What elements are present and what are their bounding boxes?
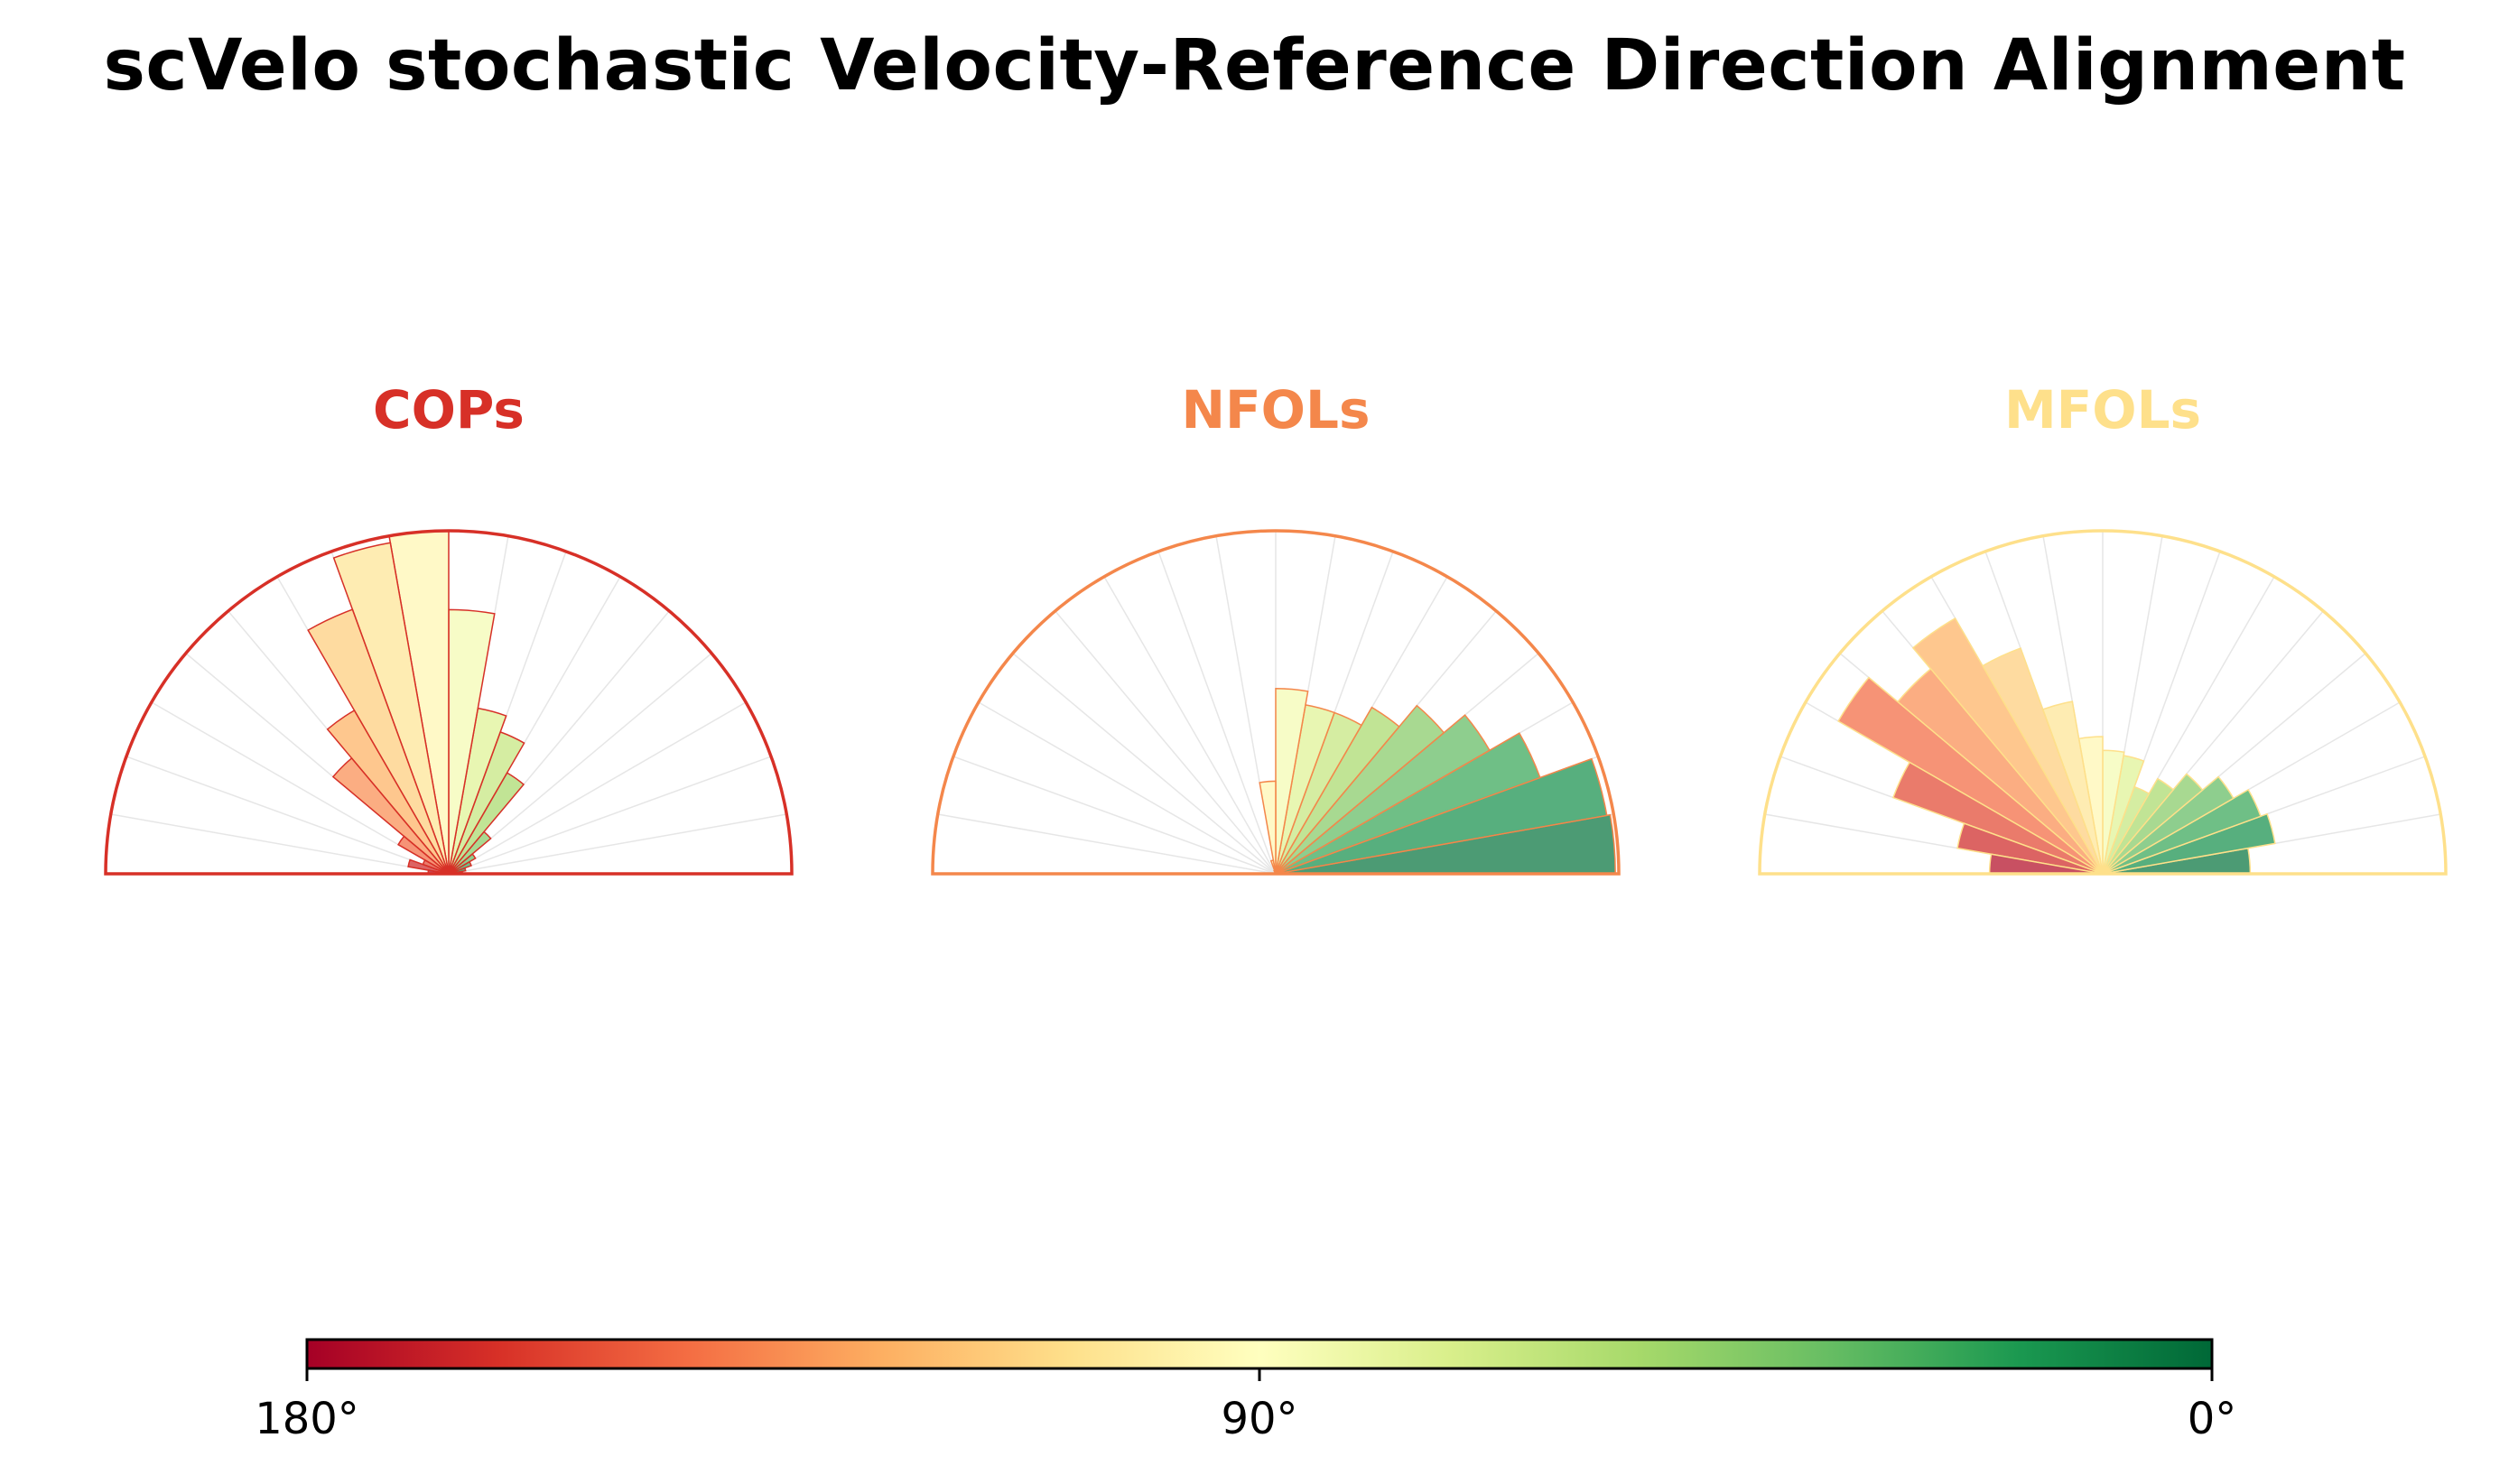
grid-line bbox=[125, 756, 450, 875]
bar-45deg bbox=[2102, 773, 2204, 875]
bar-145deg bbox=[1837, 676, 2104, 875]
bar-35deg bbox=[2102, 775, 2235, 875]
grid-line bbox=[978, 701, 1277, 875]
panel-title-cops: COPs bbox=[373, 379, 525, 441]
grid-line bbox=[1157, 551, 1277, 875]
grid-line bbox=[448, 701, 747, 875]
chart-title: scVelo stochastic Velocity-Reference Dir… bbox=[103, 25, 2406, 107]
bar-45deg bbox=[1275, 704, 1445, 875]
bar-55deg bbox=[1275, 706, 1400, 875]
polar-outline bbox=[931, 529, 1621, 876]
bar-135deg bbox=[331, 756, 450, 875]
colorbar-tick-label-180: 180° bbox=[255, 1394, 359, 1444]
bar-85deg bbox=[1275, 688, 1309, 875]
colorbar-tick-label-0: 0° bbox=[2187, 1394, 2237, 1444]
polar-outline bbox=[104, 529, 794, 876]
bar-55deg bbox=[2102, 777, 2175, 875]
grid-line bbox=[448, 756, 772, 875]
polar-panel-nfols bbox=[931, 529, 1621, 876]
bar-105deg bbox=[332, 542, 450, 875]
colorbar-tick-label-90: 90° bbox=[1221, 1394, 1298, 1444]
bar-165deg bbox=[407, 858, 450, 875]
bar-145deg bbox=[397, 835, 450, 875]
bar-15deg bbox=[1275, 757, 1608, 875]
grid-line bbox=[1103, 576, 1277, 875]
grid-line bbox=[1055, 610, 1277, 875]
bar-95deg bbox=[1259, 780, 1277, 875]
bar-155deg bbox=[1891, 761, 2104, 875]
bar-35deg bbox=[1275, 714, 1491, 875]
panel-title-mfols: MFOLs bbox=[2003, 379, 2202, 441]
bar-25deg bbox=[1275, 732, 1541, 875]
grid-line bbox=[937, 813, 1277, 875]
grid-line bbox=[448, 653, 712, 875]
bar-115deg bbox=[307, 608, 450, 875]
grid-line bbox=[110, 813, 450, 875]
grid-line bbox=[1012, 653, 1277, 875]
grid-line bbox=[952, 756, 1277, 875]
polar-outline bbox=[1758, 529, 2448, 876]
bar-125deg bbox=[1911, 617, 2104, 875]
colorbar bbox=[305, 1338, 2214, 1370]
polar-panel-mfols bbox=[1758, 529, 2448, 876]
bar-125deg bbox=[326, 709, 450, 875]
bar-165deg bbox=[1956, 822, 2104, 875]
grid-line bbox=[448, 813, 787, 875]
panel-title-nfols: NFOLs bbox=[1181, 379, 1371, 441]
bar-25deg bbox=[2102, 788, 2262, 875]
polar-panel-cops bbox=[104, 529, 794, 876]
